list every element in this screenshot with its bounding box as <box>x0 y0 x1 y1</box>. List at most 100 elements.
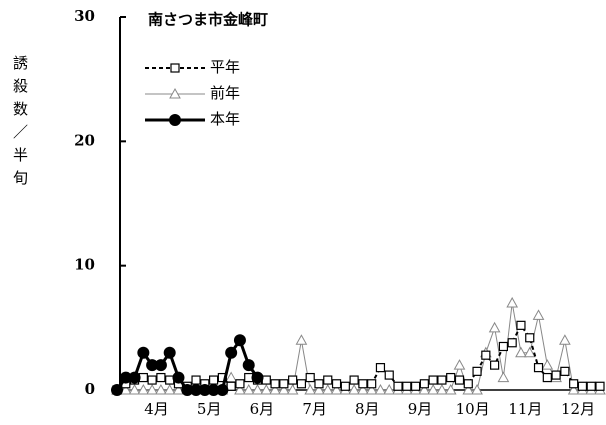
point <box>119 383 132 395</box>
point <box>533 363 544 373</box>
point <box>436 383 448 395</box>
point <box>567 383 580 395</box>
point <box>471 383 483 395</box>
point <box>375 363 386 373</box>
point <box>146 359 159 372</box>
point <box>147 375 157 385</box>
point <box>137 383 150 395</box>
x-tick-label: 11月 <box>508 400 542 418</box>
point <box>488 321 501 333</box>
y-tick-label: 0 <box>85 380 95 398</box>
legend-label: 本年 <box>210 110 240 128</box>
point <box>532 309 545 320</box>
point <box>595 381 605 391</box>
point <box>525 333 535 343</box>
x-tick-label: 6月 <box>250 400 275 418</box>
point <box>111 384 123 396</box>
point <box>181 384 194 396</box>
point <box>191 375 201 385</box>
point <box>463 379 473 389</box>
point <box>577 381 588 391</box>
x-tick-label: 12月 <box>561 400 595 418</box>
point <box>427 383 439 395</box>
point <box>286 383 299 395</box>
point <box>321 383 334 395</box>
point <box>156 372 166 383</box>
point <box>331 379 342 389</box>
point <box>155 383 167 395</box>
point <box>251 371 264 384</box>
point <box>446 372 456 383</box>
point <box>419 379 429 389</box>
point <box>128 383 141 395</box>
point <box>269 383 281 395</box>
point <box>444 383 457 395</box>
legend-marker <box>169 114 181 126</box>
legend-marker <box>170 63 180 73</box>
point <box>190 384 203 396</box>
chart-title: 南さつま市金峰町 <box>148 11 268 29</box>
point <box>226 381 236 391</box>
y-tick-label: 10 <box>74 256 95 274</box>
point <box>225 371 238 383</box>
point <box>234 383 246 395</box>
point <box>198 384 211 396</box>
point <box>349 375 359 385</box>
y-tick-label: 20 <box>74 131 95 149</box>
point <box>313 383 325 395</box>
legend-marker <box>169 87 181 99</box>
point <box>506 296 519 308</box>
point <box>137 346 150 359</box>
point <box>279 379 289 389</box>
point <box>358 379 368 389</box>
point <box>304 383 317 395</box>
point <box>586 381 596 391</box>
point <box>235 379 245 389</box>
point <box>453 359 466 370</box>
point <box>516 320 526 330</box>
point <box>251 383 264 395</box>
point <box>260 383 273 395</box>
point <box>497 371 510 383</box>
point <box>348 383 360 395</box>
point <box>410 381 421 391</box>
point <box>128 371 141 384</box>
point <box>225 346 238 359</box>
point <box>288 375 298 385</box>
point <box>207 384 220 396</box>
point <box>374 383 387 395</box>
point <box>490 360 500 370</box>
point <box>481 350 491 360</box>
point <box>462 383 475 395</box>
point <box>216 384 229 396</box>
point <box>560 366 570 376</box>
point <box>437 375 447 385</box>
point <box>542 372 552 383</box>
x-tick-label: 10月 <box>456 400 490 418</box>
point <box>418 383 431 395</box>
point <box>541 359 554 370</box>
x-tick-label: 5月 <box>197 400 222 418</box>
x-tick-label: 7月 <box>302 400 327 418</box>
point <box>357 383 369 395</box>
point <box>384 370 394 380</box>
point <box>383 383 396 395</box>
point <box>569 379 579 389</box>
point <box>323 375 333 385</box>
point <box>340 381 350 391</box>
point <box>295 334 308 345</box>
point <box>278 383 290 395</box>
point <box>163 383 176 395</box>
point <box>472 366 482 376</box>
point <box>172 383 185 395</box>
x-tick-label: 4月 <box>144 400 169 418</box>
legend-label: 前年 <box>210 84 240 102</box>
point <box>242 359 255 372</box>
point <box>163 346 176 359</box>
point <box>172 371 185 384</box>
point <box>551 370 561 380</box>
point <box>242 383 255 395</box>
point <box>523 346 536 358</box>
y-axis-label: 誘殺数／半旬 <box>11 55 29 193</box>
